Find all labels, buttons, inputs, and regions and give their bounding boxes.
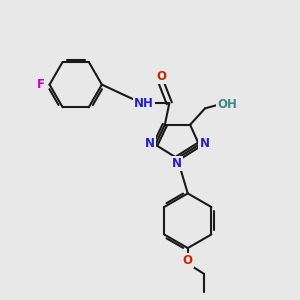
Text: N: N [200, 137, 209, 150]
Text: F: F [37, 78, 45, 91]
Text: NH: NH [134, 97, 154, 110]
Text: N: N [172, 157, 182, 170]
Text: O: O [156, 70, 166, 83]
Text: N: N [145, 137, 155, 150]
Text: O: O [183, 254, 193, 267]
Text: OH: OH [217, 98, 237, 111]
